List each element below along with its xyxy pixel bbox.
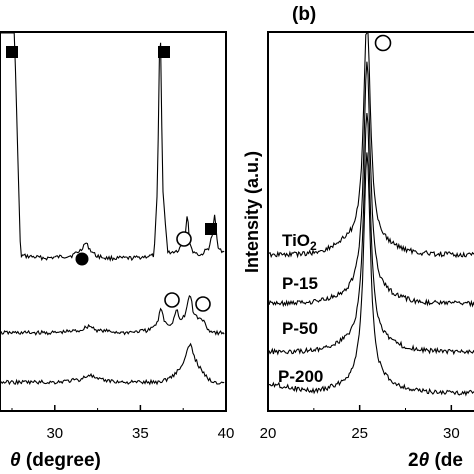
panel-b-trace-4 bbox=[268, 152, 474, 397]
panel-a-trace-2 bbox=[0, 294, 225, 336]
panel-a-x-ticks: 30 35 40 bbox=[11, 405, 235, 442]
panel-a-trace-1 bbox=[1, 32, 225, 262]
panel-a-x-axis-title: θ (degree) bbox=[10, 450, 101, 471]
panel-b-series-labels: TiO2 P-15 P-50 P-200 bbox=[278, 231, 323, 386]
panel-a-open-circle-marker bbox=[195, 296, 211, 312]
panel-b-tick-label: 25 bbox=[351, 425, 368, 442]
panel-b: (b) Intensity (a.u.) TiO2 P-15 P-50 P-200 2… bbox=[242, 4, 474, 471]
panel-a-trace-3 bbox=[0, 342, 225, 386]
panel-a-markers bbox=[6, 46, 217, 312]
panel-a-tick-label: 35 bbox=[132, 425, 149, 442]
panel-b-series-label: P-200 bbox=[278, 367, 323, 386]
panel-a-square-marker bbox=[205, 223, 217, 235]
panel-a-x-axis-unit: (degree) bbox=[21, 450, 101, 471]
panel-a-x-axis-theta: θ bbox=[10, 450, 21, 471]
panel-b-series-label: P-50 bbox=[282, 319, 318, 338]
panel-a-frame bbox=[0, 31, 227, 412]
panel-b-x-axis-unit: (de bbox=[429, 450, 463, 471]
panel-b-x-axis-title: 2θ (de bbox=[408, 450, 463, 471]
panel-b-frame bbox=[267, 31, 474, 412]
panel-b-series-label: TiO2 bbox=[282, 231, 317, 253]
panel-a-square-marker bbox=[158, 46, 170, 58]
panel-b-trace-3 bbox=[268, 113, 474, 356]
panel-b-label: (b) bbox=[292, 4, 316, 25]
panel-a-filled-circle-marker bbox=[75, 252, 89, 266]
panel-b-x-axis-theta: θ bbox=[419, 450, 430, 471]
panel-b-trace-2 bbox=[268, 61, 474, 308]
panel-b-series-label: P-15 bbox=[282, 274, 318, 293]
panel-a: 30 35 40 θ (degree) bbox=[0, 31, 235, 471]
panel-b-x-ticks: 20 25 30 bbox=[260, 405, 460, 442]
panel-b-trace-1 bbox=[268, 32, 474, 259]
panel-b-y-axis-title: Intensity (a.u.) bbox=[242, 151, 262, 273]
panel-b-x-axis-two: 2 bbox=[408, 450, 419, 471]
panel-a-open-circle-marker bbox=[176, 231, 192, 247]
panel-a-open-circle-marker bbox=[164, 292, 180, 308]
panel-a-traces bbox=[0, 32, 225, 386]
panel-b-tick-label: 30 bbox=[443, 425, 460, 442]
panel-b-markers bbox=[374, 34, 392, 52]
panel-a-square-marker bbox=[6, 46, 18, 58]
panel-b-traces bbox=[268, 32, 474, 397]
panel-b-open-circle-marker bbox=[374, 34, 392, 52]
panel-a-tick-label: 30 bbox=[46, 425, 63, 442]
panel-b-tick-label: 20 bbox=[260, 425, 277, 442]
panel-a-tick-label: 40 bbox=[218, 425, 235, 442]
